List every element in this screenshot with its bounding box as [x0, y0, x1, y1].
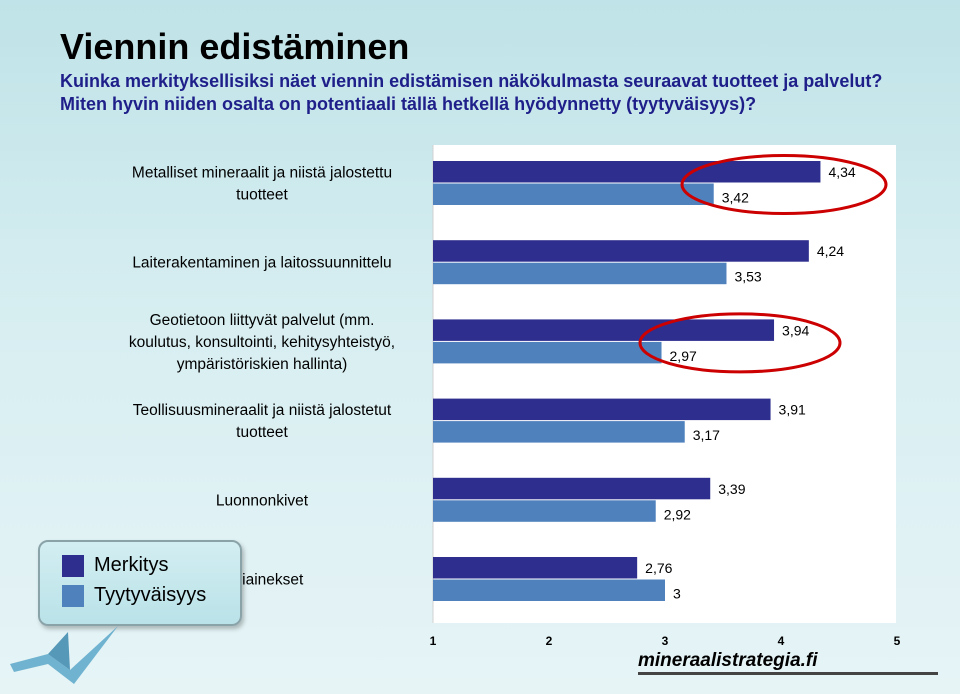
- x-tick-label: 2: [546, 634, 553, 648]
- x-tick-label: 3: [662, 634, 669, 648]
- x-tick-label: 1: [430, 634, 437, 648]
- bar-merkitys: [433, 557, 638, 579]
- category-label: Metalliset mineraalit ja niistä jalostet…: [132, 165, 392, 182]
- legend-item-merkitys: Merkitys: [62, 554, 168, 577]
- bar-tyytyvaisyys: [433, 341, 662, 364]
- category-label: Geotietoon liittyvät palvelut (mm.: [150, 312, 375, 329]
- bar-merkitys: [433, 477, 711, 500]
- legend-label-merkitys: Merkitys: [94, 554, 169, 576]
- data-label: 2,92: [664, 506, 691, 522]
- category-label: Teollisuusmineraalit ja niistä jalostetu…: [133, 402, 392, 419]
- data-label: 4,24: [817, 243, 844, 259]
- category-label: tuotteet: [236, 424, 288, 441]
- subtitle-line-2: Miten hyvin niiden osalta on potentiaali…: [60, 94, 757, 114]
- highlight-ellipse: [680, 154, 888, 215]
- bar-tyytyvaisyys: [433, 579, 665, 601]
- category-label: tuotteet: [236, 187, 288, 204]
- plot-area: [433, 145, 896, 623]
- bar-tyytyvaisyys: [433, 421, 685, 443]
- data-label: 3,17: [693, 427, 720, 443]
- data-label: 3,42: [722, 190, 749, 206]
- footer-divider: [638, 672, 938, 675]
- bar-tyytyvaisyys: [433, 183, 714, 205]
- bar-merkitys: [433, 161, 821, 183]
- slide-subtitle: Kuinka merkityksellisiksi näet viennin e…: [60, 70, 882, 116]
- data-label: 3,53: [734, 269, 761, 285]
- category-label: ympäristöriskien hallinta): [177, 356, 348, 373]
- bar-merkitys: [433, 240, 809, 262]
- subtitle-line-1: Kuinka merkityksellisiksi näet viennin e…: [60, 71, 883, 91]
- legend-label-tyytyvaisyys: Tyytyväisyys: [94, 584, 207, 606]
- legend-item-tyytyvaisyys: Tyytyväisyys: [62, 584, 206, 607]
- data-label: 2,76: [645, 560, 672, 576]
- highlight-ellipse: [638, 312, 842, 374]
- data-label: 2,97: [670, 348, 697, 364]
- data-label: 3: [673, 586, 681, 602]
- slide-title: Viennin edistäminen: [60, 26, 410, 67]
- x-tick-label: 5: [894, 634, 901, 648]
- bar-tyytyvaisyys: [433, 500, 656, 522]
- data-label: 3,94: [782, 322, 809, 338]
- bar-tyytyvaisyys: [433, 262, 727, 285]
- data-label: 3,39: [718, 481, 745, 497]
- category-label: Luonnonkivet: [216, 492, 309, 509]
- logo-bird-icon: [10, 626, 118, 684]
- x-tick-label: 4: [778, 634, 785, 648]
- data-label: 4,34: [828, 164, 855, 180]
- category-label: koulutus, konsultointi, kehitysyhteistyö…: [129, 334, 395, 351]
- bar-merkitys: [433, 398, 771, 421]
- data-label: 3,91: [779, 402, 806, 418]
- legend-swatch-tyytyvaisyys: [62, 584, 84, 607]
- bar-merkitys: [433, 319, 775, 341]
- footer-site-name: mineraalistrategia.fi: [638, 650, 818, 671]
- category-label: Laiterakentaminen ja laitossuunnittelu: [132, 255, 391, 272]
- legend-swatch-merkitys: [62, 554, 84, 577]
- chart-legend: Merkitys Tyytyväisyys: [38, 540, 242, 626]
